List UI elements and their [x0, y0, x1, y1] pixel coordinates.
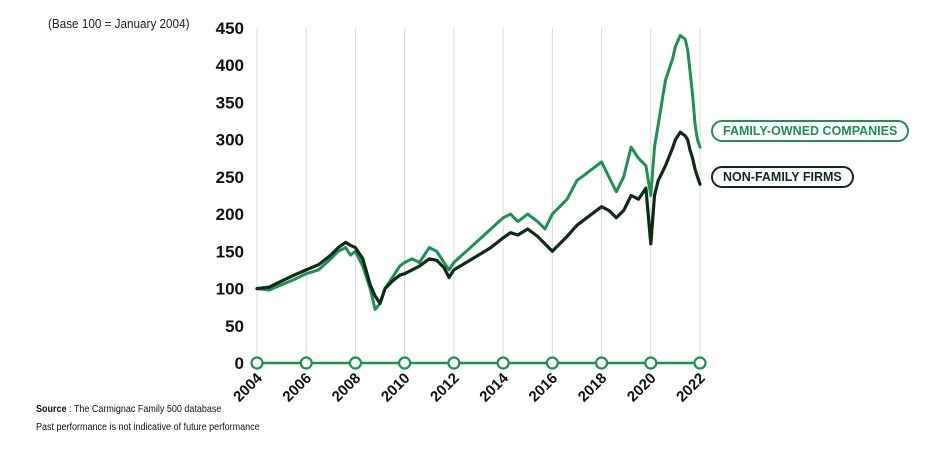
x-tick-label: 2008 — [329, 370, 365, 406]
x-tick-label: 2016 — [526, 370, 562, 406]
source-label: Source — [36, 404, 67, 415]
x-axis-marker — [545, 356, 559, 370]
y-tick-label: 250 — [216, 168, 244, 187]
x-tick-label: 2018 — [575, 370, 611, 406]
x-axis-marker — [348, 356, 363, 370]
x-tick-label: 2006 — [279, 370, 315, 406]
x-tick-label: 2010 — [378, 370, 414, 406]
chart-subtitle: (Base 100 = January 2004) — [48, 16, 190, 31]
y-tick-label: 450 — [216, 19, 244, 38]
y-tick-label: 300 — [216, 131, 244, 150]
x-tick-label: 2020 — [624, 370, 660, 406]
x-tick-label: 2022 — [673, 370, 709, 406]
x-axis — [250, 356, 707, 370]
y-tick-label: 100 — [216, 280, 244, 299]
series-line-non-family — [255, 130, 702, 305]
y-tick-label: 50 — [225, 317, 244, 336]
x-axis-marker — [250, 356, 264, 370]
x-tick-label: 2012 — [427, 370, 463, 406]
x-axis-marker — [594, 356, 609, 370]
source-note: Source : The Carmignac Family 500 databa… — [36, 404, 221, 415]
x-axis-marker — [299, 356, 313, 370]
x-tick-label: 2014 — [476, 369, 512, 405]
series-line-family-owned — [255, 33, 702, 311]
legend-family-owned: FAMILY-OWNED COMPANIES — [711, 120, 910, 142]
y-axis-ticks: 0 50 100 150 200 250 300 350 400 450 — [216, 19, 244, 373]
x-axis-ticks: 2004 2006 2008 2010 2012 2014 2016 2018 2020 2022 — [230, 369, 709, 405]
x-axis-marker — [447, 356, 461, 370]
y-tick-label: 0 — [235, 354, 244, 373]
x-axis-marker — [693, 356, 707, 370]
legend-non-family: NON-FAMILY FIRMS — [711, 166, 854, 188]
y-tick-label: 150 — [216, 242, 244, 261]
x-tick-label: 2004 — [230, 369, 266, 405]
series-layer — [255, 33, 702, 311]
y-tick-label: 200 — [216, 205, 244, 224]
y-tick-label: 400 — [216, 56, 244, 75]
x-axis-marker — [644, 356, 658, 370]
y-tick-label: 350 — [216, 93, 244, 112]
source-text: : The Carmignac Family 500 database — [66, 404, 222, 415]
x-axis-marker — [496, 356, 510, 370]
disclaimer-note: Past performance is not indicative of fu… — [36, 422, 260, 433]
x-axis-marker — [398, 356, 412, 370]
